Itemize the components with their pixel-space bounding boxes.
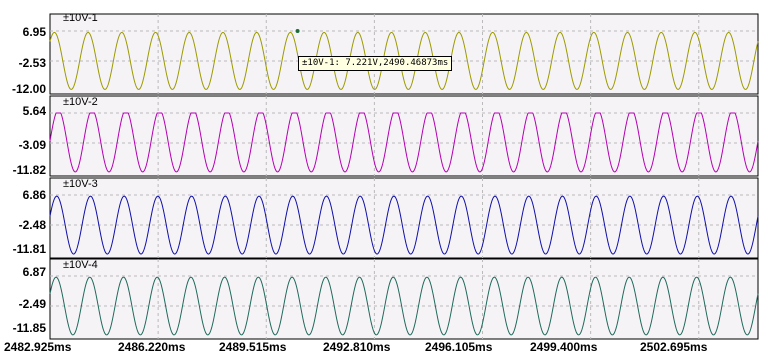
cursor-marker: [295, 29, 300, 33]
ch3-y-max-label: 6.86: [22, 188, 46, 202]
ch3-y-min-label: -11.81: [12, 242, 46, 256]
x-tick-label: 2482.925ms: [4, 340, 72, 354]
channel-3-name: ±10V-3: [63, 178, 98, 190]
cursor-readout-tooltip: ±10V-1: 7.221V,2490.46873ms: [298, 56, 453, 71]
x-tick-label: 2486.220ms: [118, 340, 186, 354]
channel-2-name: ±10V-2: [63, 96, 98, 108]
waveform-trace-3: [49, 195, 759, 255]
x-tick-label: 2489.515ms: [219, 340, 287, 354]
ch2-y-mid-label: -3.09: [18, 138, 46, 152]
x-tick-label: 2499.400ms: [530, 340, 598, 354]
x-tick-label: 2492.810ms: [323, 340, 391, 354]
ch4-y-min-label: -11.85: [12, 321, 46, 335]
channel-panel-3: [49, 177, 759, 259]
channel-4-name: ±10V-4: [63, 259, 98, 271]
ch1-y-max-label: 6.95: [22, 25, 46, 39]
ch1-y-mid-label: -2.53: [18, 56, 46, 70]
channel-panel-4: [49, 258, 759, 340]
ch1-y-min-label: -12.00: [11, 82, 46, 96]
ch4-y-max-label: 6.87: [22, 265, 46, 279]
ch3-y-mid-label: -2.48: [18, 218, 46, 232]
channel-1-name: ±10V-1: [63, 12, 98, 24]
waveform-trace-1: [49, 31, 759, 90]
waveform-trace-4: [49, 276, 759, 336]
x-tick-label: 2502.695ms: [640, 340, 708, 354]
ch4-y-mid-label: -2.49: [18, 297, 46, 311]
waveform-trace-2: [49, 112, 759, 173]
ch2-y-max-label: 5.64: [22, 104, 46, 118]
channel-panel-2: [49, 95, 759, 177]
x-tick-label: 2496.105ms: [425, 340, 493, 354]
ch2-y-min-label: -11.82: [12, 163, 46, 177]
